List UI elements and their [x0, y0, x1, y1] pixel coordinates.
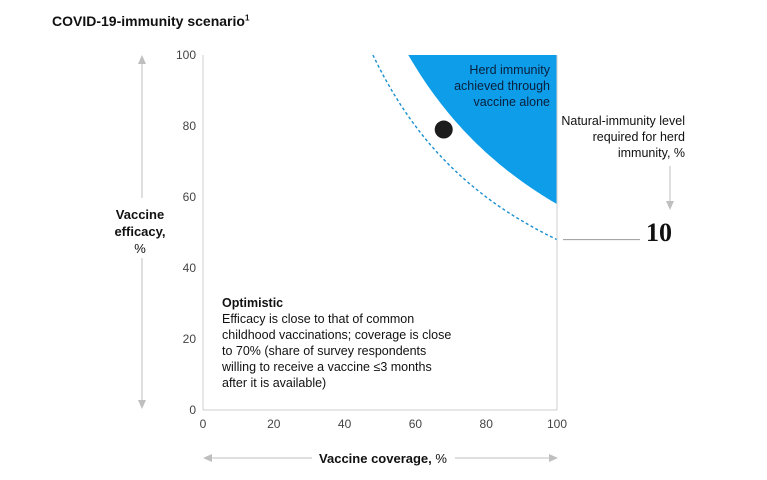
natural-immunity-value: 10: [646, 218, 672, 247]
scenario-point: [434, 120, 453, 139]
y-tick-label: 80: [183, 119, 197, 133]
natural-immunity-curve: [372, 54, 558, 241]
x-tick-label: 80: [480, 417, 494, 431]
y-tick-label: 20: [183, 332, 197, 346]
x-tick-label: 100: [547, 417, 567, 431]
chart-title: COVID-19-immunity scenario1: [52, 13, 250, 29]
x-axis-label-unit: %: [435, 451, 447, 466]
natural-immunity-label: Natural-immunity level required for herd…: [561, 114, 685, 160]
x-tick-label: 0: [200, 417, 207, 431]
x-axis-label: Vaccine coverage, %: [303, 451, 463, 466]
y-axis-label-line1: Vaccine: [115, 207, 165, 222]
x-arrow-right-icon: [549, 454, 558, 462]
y-tick-label: 60: [183, 190, 197, 204]
scenario-description: Efficacy is close to that of common chil…: [222, 312, 452, 390]
y-tick-label: 40: [183, 261, 197, 275]
y-axis-label: Vaccine efficacy, %: [100, 206, 180, 257]
herd-immunity-label: Herd immunity achieved through vaccine a…: [454, 63, 550, 109]
natural-arrow-down-icon: [666, 201, 674, 210]
x-tick-label: 20: [267, 417, 281, 431]
y-axis-label-unit: %: [134, 241, 146, 256]
title-footnote: 1: [244, 13, 250, 23]
x-arrow-left-icon: [203, 454, 212, 462]
y-arrow-up-icon: [138, 55, 146, 64]
herd-immunity-region: [408, 55, 557, 205]
x-tick-label: 40: [338, 417, 352, 431]
x-tick-label: 60: [409, 417, 423, 431]
y-tick-label: 0: [189, 403, 196, 417]
scenario-title: Optimistic: [222, 296, 284, 310]
plot-area: 0 20 40 60 80 100 0 20 40 60 80 100: [138, 48, 674, 462]
y-arrow-down-icon: [138, 400, 146, 409]
y-axis-label-line2: efficacy,: [114, 224, 166, 239]
x-axis-label-text: Vaccine coverage,: [319, 451, 432, 466]
y-tick-label: 100: [176, 48, 196, 62]
scenario-annotation: Optimistic Efficacy is close to that of …: [222, 295, 452, 391]
